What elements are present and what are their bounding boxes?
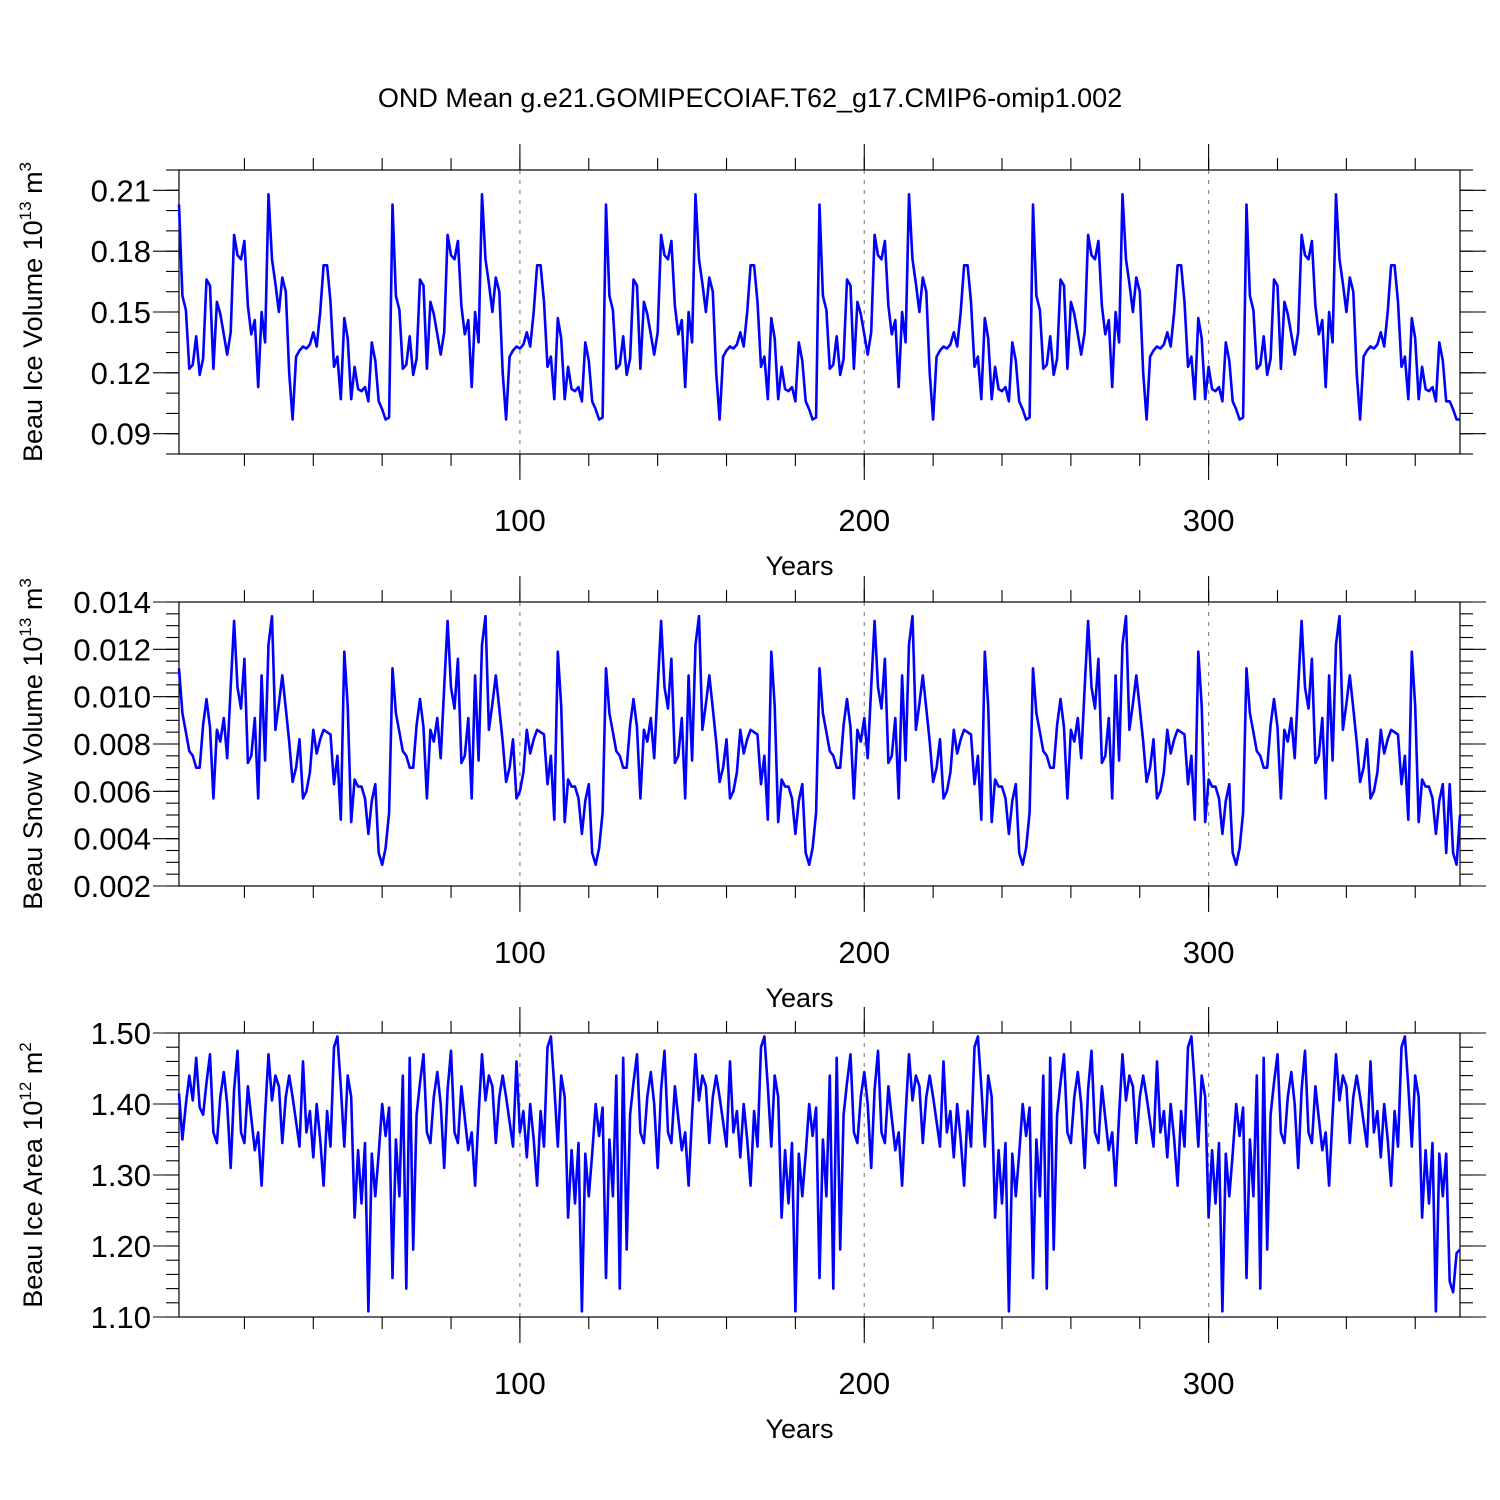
y-tick-label: 0.006 bbox=[73, 774, 151, 809]
y-tick-label: 1.20 bbox=[91, 1229, 151, 1264]
x-axis-label: Years bbox=[765, 1414, 833, 1444]
x-tick-label: 300 bbox=[1183, 503, 1235, 538]
y-tick-label: 0.014 bbox=[73, 585, 151, 620]
y-axis-label: Beau Ice Area 1012 m2 bbox=[16, 1042, 48, 1308]
ice-area-series-line bbox=[177, 1035, 1461, 1313]
snow-volume-series-line bbox=[177, 614, 1462, 867]
x-tick-label: 200 bbox=[838, 1366, 890, 1401]
y-tick-label: 0.21 bbox=[91, 173, 151, 208]
y-axis-label: Beau Snow Volume 1013 m3 bbox=[16, 578, 48, 910]
y-tick-label: 0.002 bbox=[73, 869, 151, 904]
x-axis-label: Years bbox=[765, 983, 833, 1013]
y-tick-label: 0.15 bbox=[91, 295, 151, 330]
x-tick-label: 300 bbox=[1183, 1366, 1235, 1401]
y-tick-label: 0.004 bbox=[73, 822, 151, 857]
ice-area-panel: 100 200 300 1.10 1.20 1.30 1.40 1.50 Years Beau I… bbox=[16, 1007, 1486, 1444]
y-axis-label: Beau Ice Volume 1013 m3 bbox=[16, 162, 48, 462]
y-tick-label: 1.50 bbox=[91, 1016, 151, 1051]
ice-volume-panel: 100 200 300 0.09 0.12 0.15 0.18 0.21 Years Beau I… bbox=[16, 144, 1486, 581]
x-tick-label: 100 bbox=[494, 935, 546, 970]
y-tick-label: 0.09 bbox=[91, 417, 151, 452]
y-tick-label: 0.12 bbox=[91, 356, 151, 391]
snow-volume-panel: 100 200 300 0.002 0.004 0.006 0.008 0.010 0.012 0… bbox=[16, 576, 1486, 1013]
y-tick-label: 0.18 bbox=[91, 234, 151, 269]
x-tick-label: 100 bbox=[494, 503, 546, 538]
x-tick-label: 200 bbox=[838, 503, 890, 538]
chart-panels: 100 200 300 0.09 0.12 0.15 0.18 0.21 Years Beau I… bbox=[16, 144, 1486, 1444]
x-tick-label: 100 bbox=[494, 1366, 546, 1401]
x-tick-label: 300 bbox=[1183, 935, 1235, 970]
x-tick-label: 200 bbox=[838, 935, 890, 970]
y-tick-label: 0.008 bbox=[73, 727, 151, 762]
x-axis-label: Years bbox=[765, 551, 833, 581]
chart-title: OND Mean g.e21.GOMIPECOIAF.T62_g17.CMIP6… bbox=[378, 83, 1122, 113]
y-tick-label: 1.10 bbox=[91, 1300, 151, 1335]
ice-volume-series-line bbox=[177, 193, 1460, 421]
y-tick-label: 0.010 bbox=[73, 680, 151, 715]
y-tick-label: 1.40 bbox=[91, 1087, 151, 1122]
y-tick-label: 0.012 bbox=[73, 632, 151, 667]
y-tick-label: 1.30 bbox=[91, 1158, 151, 1193]
